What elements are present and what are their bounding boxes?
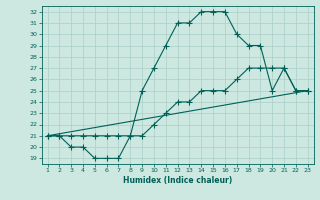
X-axis label: Humidex (Indice chaleur): Humidex (Indice chaleur): [123, 176, 232, 185]
